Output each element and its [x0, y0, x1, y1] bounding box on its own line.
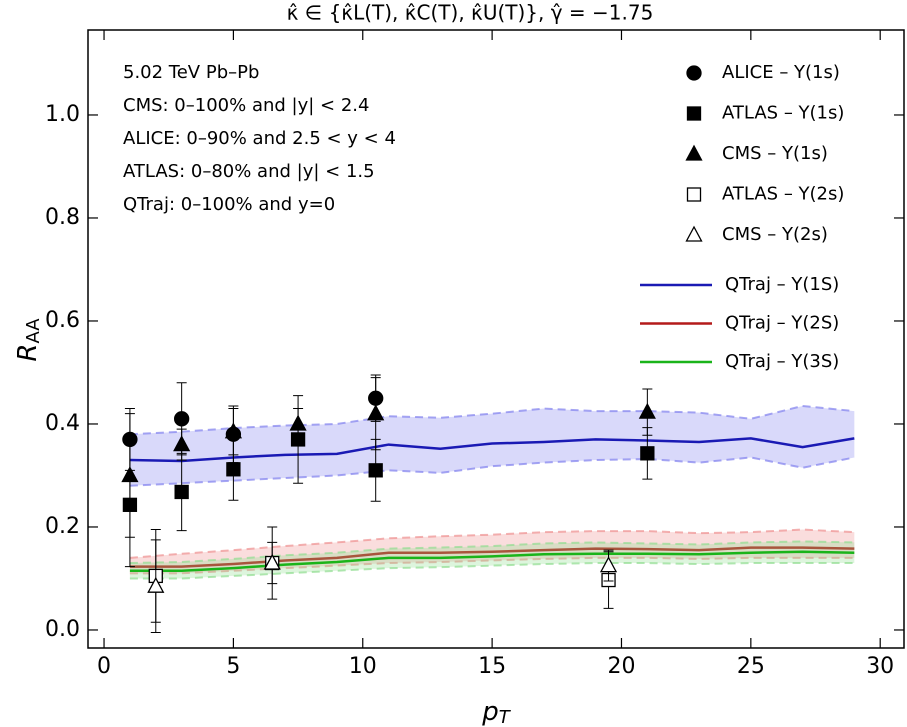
legend-marker	[685, 225, 703, 242]
point	[174, 411, 190, 427]
y-label-sub: AA	[23, 318, 44, 344]
legend-marker	[686, 187, 702, 202]
y-tick-label: 0.2	[45, 514, 80, 539]
legend-label: QTraj – Υ(2S)	[725, 313, 839, 334]
band-low	[129, 556, 855, 575]
legend-marker	[686, 106, 702, 121]
legend-label: CMS – Υ(1s)	[722, 143, 828, 164]
band-low	[129, 456, 855, 487]
legend-label: ATLAS – Υ(2s)	[722, 184, 844, 205]
y-label-main: R	[13, 344, 43, 362]
legend-label: CMS – Υ(2s)	[722, 224, 828, 245]
point	[368, 463, 383, 478]
point	[174, 484, 189, 500]
point	[121, 466, 139, 483]
x-tick-label: 10	[349, 654, 377, 679]
legend-label: ALICE – Υ(1s)	[722, 62, 840, 83]
chart-title: κ̂ ∈ {κ̂L(T), κ̂C(T), κ̂U(T)}, γ̂ = −1.7…	[287, 1, 654, 25]
x-tick-label: 0	[97, 654, 111, 679]
x-tick-label: 15	[478, 654, 506, 679]
band-high	[129, 404, 855, 436]
y-tick-label: 0.8	[45, 205, 80, 230]
band-high	[129, 528, 855, 559]
x-tick-label: 30	[866, 654, 894, 679]
y-tick-label: 0.0	[45, 617, 80, 642]
y-tick-label: 0.6	[45, 308, 80, 333]
x-label-sub: T	[499, 707, 512, 727]
y-axis-label: RAA	[13, 318, 45, 362]
x-tick-label: 20	[607, 654, 635, 679]
legend-label: QTraj – Υ(1S)	[725, 274, 839, 295]
legend-marker	[685, 144, 703, 161]
y-tick-label: 0.4	[45, 411, 80, 436]
x-tick-label: 25	[737, 654, 765, 679]
band-high	[129, 540, 855, 565]
legend-label: ATLAS – Υ(1s)	[722, 103, 844, 124]
point	[173, 435, 191, 452]
point	[224, 422, 242, 439]
band-fill	[129, 541, 855, 579]
point	[289, 414, 307, 431]
band-low	[129, 562, 855, 580]
plot	[121, 374, 855, 634]
x-label-main: p	[481, 697, 499, 727]
point	[640, 446, 655, 461]
y-tick-label: 1.0	[45, 102, 80, 127]
point	[367, 404, 385, 421]
annotation: CMS: 0–100% and |y| < 2.4	[123, 95, 369, 116]
annotation: 5.02 TeV Pb–Pb	[123, 62, 259, 83]
x-tick-label: 5	[226, 654, 240, 679]
legend-marker	[686, 65, 702, 81]
line	[129, 437, 855, 463]
band-fill	[129, 405, 855, 486]
point	[638, 402, 656, 419]
point	[599, 556, 618, 573]
frame	[87, 29, 905, 649]
line	[129, 546, 855, 568]
x-axis-label: pT	[481, 697, 512, 727]
legend-label: QTraj – Υ(3S)	[725, 351, 839, 372]
annotation: QTraj: 0–100% and y=0	[123, 194, 335, 215]
annotation: ALICE: 0–90% and 2.5 < y < 4	[123, 128, 396, 149]
point	[226, 462, 241, 477]
point	[147, 576, 165, 593]
annotation: ATLAS: 0–80% and |y| < 1.5	[123, 161, 375, 182]
point	[263, 553, 281, 570]
line	[129, 550, 855, 572]
